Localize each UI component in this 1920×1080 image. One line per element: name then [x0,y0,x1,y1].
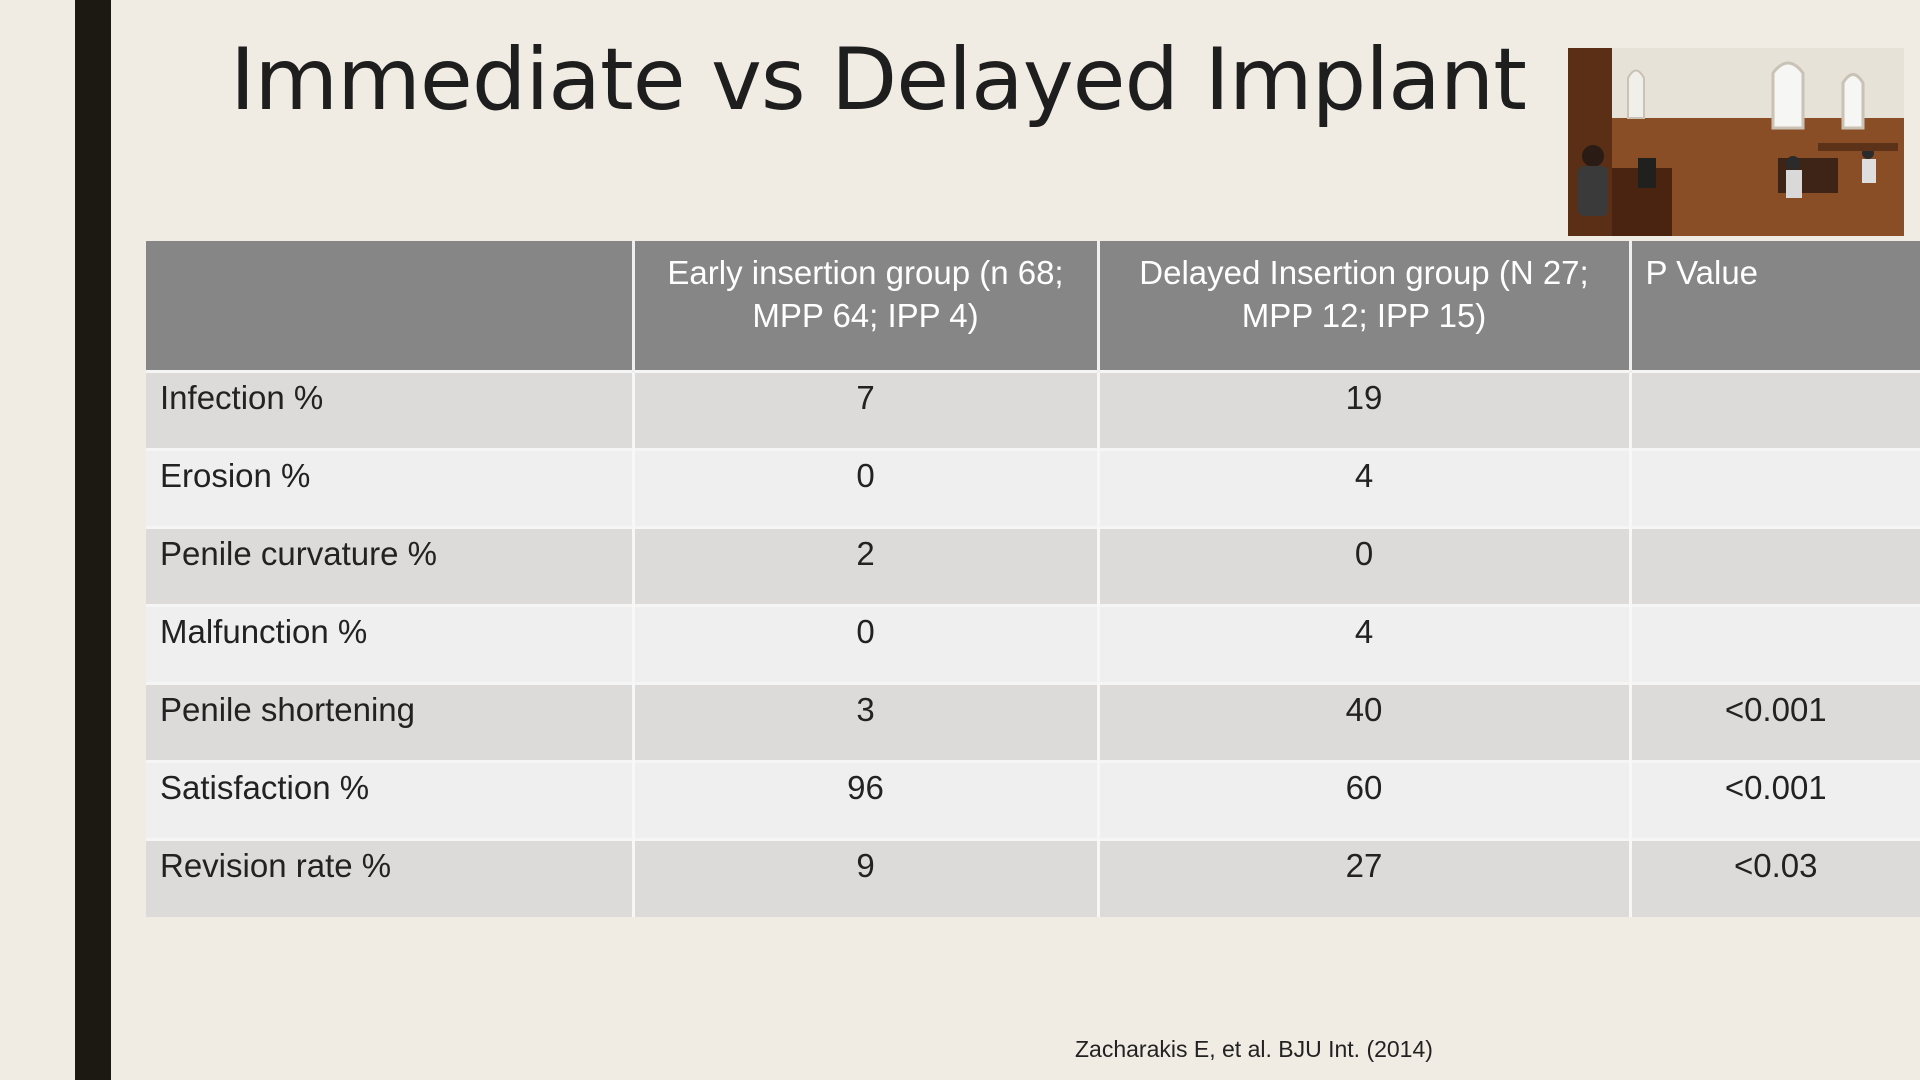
delayed-value: 4 [1098,449,1632,527]
row-label: Erosion % [146,449,635,527]
row-label: Malfunction % [146,605,635,683]
table-row: Infection % 7 19 [146,371,1920,449]
table-row: Revision rate % 9 27 <0.03 [146,839,1920,917]
delayed-value: 60 [1098,761,1632,839]
p-value [1630,371,1920,449]
p-value [1630,605,1920,683]
header-blank [146,241,635,371]
delayed-value: 19 [1098,371,1632,449]
delayed-value: 27 [1098,839,1632,917]
early-value: 0 [633,605,1100,683]
table-row: Penile shortening 3 40 <0.001 [146,683,1920,761]
slide-title: Immediate vs Delayed Implant [230,30,1527,130]
table-row: Satisfaction % 96 60 <0.001 [146,761,1920,839]
row-label: Penile shortening [146,683,635,761]
row-label: Infection % [146,371,635,449]
row-label: Penile curvature % [146,527,635,605]
early-value: 3 [633,683,1100,761]
p-value: <0.001 [1630,683,1920,761]
early-value: 96 [633,761,1100,839]
delayed-value: 0 [1098,527,1632,605]
p-value [1630,527,1920,605]
early-value: 0 [633,449,1100,527]
p-value: <0.03 [1630,839,1920,917]
delayed-value: 40 [1098,683,1632,761]
table-row: Penile curvature % 2 0 [146,527,1920,605]
header-delayed-group: Delayed Insertion group (N 27; MPP 12; I… [1098,241,1632,371]
row-label: Revision rate % [146,839,635,917]
citation-text: Zacharakis E, et al. BJU Int. (2014) [1075,1036,1433,1062]
early-value: 9 [633,839,1100,917]
row-label: Satisfaction % [146,761,635,839]
delayed-value: 4 [1098,605,1632,683]
header-early-group: Early insertion group (n 68; MPP 64; IPP… [633,241,1100,371]
table-row: Malfunction % 0 4 [146,605,1920,683]
early-value: 2 [633,527,1100,605]
comparison-table: Early insertion group (n 68; MPP 64; IPP… [146,241,1920,917]
early-value: 7 [633,371,1100,449]
header-p-value: P Value [1630,241,1920,371]
accent-bar [75,0,111,1080]
table-header-row: Early insertion group (n 68; MPP 64; IPP… [146,241,1920,371]
table-row: Erosion % 0 4 [146,449,1920,527]
p-value: <0.001 [1630,761,1920,839]
speaker-video-thumbnail[interactable] [1568,48,1904,236]
p-value [1630,449,1920,527]
